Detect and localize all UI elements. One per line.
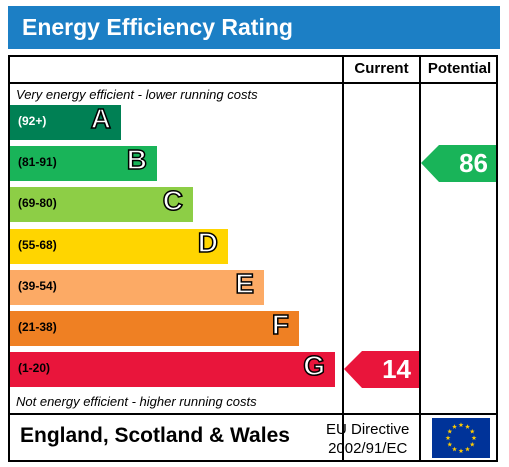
eu-flag-star (458, 448, 464, 454)
band-b: (81-91) B (10, 143, 157, 182)
potential-arrow-shape (421, 145, 496, 183)
band-letter-a: A (90, 102, 112, 135)
band-c: (69-80) C (10, 185, 193, 223)
eu-flag-icon (432, 418, 490, 458)
band-e: (39-54) E (10, 267, 264, 305)
eu-flag-star (458, 422, 464, 428)
band-letter-b: B (126, 143, 148, 176)
band-a: (92+) A (10, 102, 121, 140)
eu-flag-star (445, 435, 451, 441)
eu-flag-star (469, 441, 475, 447)
eu-directive: EU Directive 2002/91/EC (326, 420, 409, 458)
band-range-b: (81-91) (18, 155, 57, 170)
eu-flag-star (447, 441, 453, 447)
potential-rating-value: 86 (459, 148, 488, 179)
eu-flag-star (471, 435, 477, 441)
band-g: (1-20) G (10, 349, 335, 388)
band-range-d: (55-68) (18, 237, 57, 252)
bottom-note: Not energy efficient - higher running co… (16, 394, 257, 409)
title-bar: Energy Efficiency Rating (8, 6, 500, 49)
band-range-c: (69-80) (18, 196, 57, 211)
band-range-e: (39-54) (18, 278, 57, 293)
header-divider (8, 82, 498, 84)
potential-rating-arrow: 86 (421, 145, 496, 183)
band-letter-f: F (271, 308, 290, 341)
current-column-header: Current (354, 60, 409, 77)
top-note: Very energy efficient - lower running co… (16, 87, 258, 102)
eu-flag-star (465, 424, 470, 429)
eu-flag-star (465, 446, 470, 452)
eu-flag-star (447, 428, 453, 434)
footer-divider (8, 413, 498, 415)
eu-directive-line2: 2002/91/EC (328, 440, 408, 457)
band-d: (55-68) D (10, 226, 228, 264)
eu-flag-star (452, 424, 457, 429)
band-range-a: (92+) (18, 114, 47, 128)
band-range-g: (1-20) (18, 361, 51, 376)
band-f: (21-38) F (10, 308, 299, 346)
band-letter-d: D (197, 226, 219, 259)
current-rating-arrow: 14 (344, 351, 419, 389)
current-arrow-shape (344, 351, 419, 389)
band-letter-c: C (162, 185, 184, 218)
current-column-divider (342, 55, 344, 462)
potential-column-header: Potential (427, 60, 492, 77)
chart-title: Energy Efficiency Rating (22, 14, 293, 40)
chart-frame (8, 55, 498, 462)
eu-flag-star (452, 446, 457, 452)
band-letter-e: E (235, 267, 255, 300)
band-letter-g: G (302, 349, 325, 382)
footer-country: England, Scotland & Wales (20, 424, 290, 447)
band-range-f: (21-38) (18, 320, 57, 334)
eu-flag-star (469, 428, 475, 434)
eu-directive-line1: EU Directive (326, 421, 410, 438)
current-rating-value: 14 (382, 354, 411, 385)
potential-column-divider (419, 55, 421, 462)
